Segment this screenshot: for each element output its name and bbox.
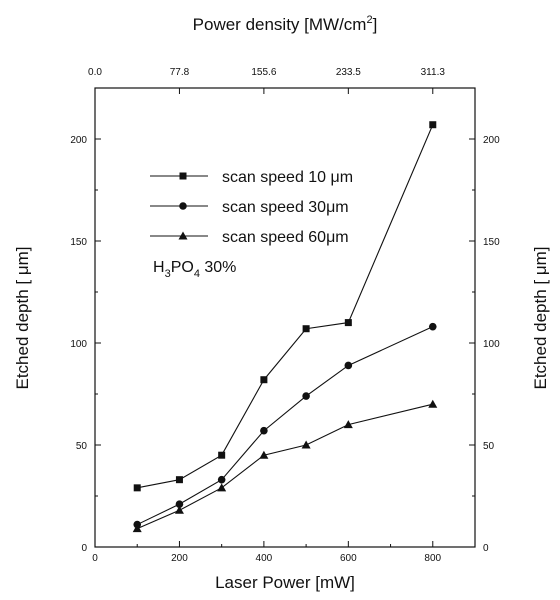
y-tick-label-left: 200	[70, 135, 87, 146]
legend-label-3: scan speed 60μm	[222, 229, 349, 246]
series-line-2	[136, 326, 434, 526]
annotation-text: H3PO4 30%	[153, 259, 236, 280]
annotation-part: 30%	[200, 259, 236, 276]
annotation-part: PO	[171, 259, 194, 276]
data-point-series-3	[301, 440, 311, 449]
legend-marker-1	[179, 172, 187, 180]
data-point-series-2	[302, 392, 310, 400]
data-point-series-2	[260, 426, 268, 435]
x-axis-title: Laser Power [mW]	[215, 573, 355, 592]
y-tick-label-right: 150	[483, 237, 500, 248]
y-tick-label-left: 0	[81, 543, 87, 554]
text-layer: H3PO4 30% Power density [MW/cm2] Laser Pow…	[13, 14, 550, 592]
top-tick-label: 155.6	[251, 67, 276, 78]
data-point-series-3	[217, 483, 227, 492]
data-point-series-1	[344, 319, 352, 327]
y-tick-label-right: 0	[483, 543, 489, 554]
data-point-series-2	[344, 361, 353, 370]
y-tick-label-left: 150	[70, 237, 87, 248]
x-tick-label: 400	[256, 553, 273, 564]
annotation-part: H	[153, 259, 165, 276]
data-point-series-3	[174, 505, 184, 514]
data-point-series-1	[302, 325, 310, 333]
data-point-series-2	[428, 322, 437, 331]
top-axis-title-text: Power density [MW/cm	[193, 15, 367, 34]
top-axis-title-tail: ]	[373, 15, 378, 34]
legend: scan speed 10 μm scan speed 30μm scan spee…	[150, 169, 353, 246]
legend-marker-2	[179, 202, 187, 210]
data-point-series-1	[175, 476, 183, 484]
x-tick-label: 200	[171, 553, 188, 564]
legend-label-2: scan speed 30μm	[222, 199, 349, 216]
data-point-series-3	[343, 420, 353, 429]
data-point-series-1	[429, 121, 437, 129]
x-tick-label: 600	[340, 553, 357, 564]
y-tick-label-right: 50	[483, 441, 495, 452]
y-tick-label-right: 200	[483, 135, 500, 146]
x-tick-label: 0	[92, 553, 98, 564]
data-point-series-2	[217, 475, 226, 484]
series-layer	[132, 121, 438, 533]
data-point-series-2	[175, 500, 184, 508]
data-point-series-1	[260, 376, 268, 384]
data-point-series-3	[132, 524, 142, 533]
top-tick-label: 233.5	[336, 67, 361, 78]
legend-label-1: scan speed 10 μm	[222, 169, 353, 186]
data-point-series-3	[428, 399, 438, 408]
top-tick-label: 311.3	[421, 67, 446, 78]
annotation-subscript: 3	[165, 268, 171, 280]
top-axis-title-sup: 2	[366, 14, 372, 26]
top-axis-title: Power density [MW/cm2]	[193, 14, 378, 34]
y-tick-label-right: 100	[483, 339, 500, 350]
data-point-series-3	[259, 450, 269, 459]
y-tick-label-left: 100	[70, 339, 87, 350]
data-point-series-1	[218, 451, 226, 459]
y-axis-title-right: Etched depth [ μm]	[531, 246, 550, 389]
legend-marker-3	[178, 231, 188, 240]
x-tick-label: 800	[424, 553, 441, 564]
y-tick-label-left: 50	[76, 441, 88, 452]
data-point-series-1	[133, 484, 141, 492]
top-tick-label: 77.8	[170, 67, 190, 78]
plot-frame	[94, 87, 476, 548]
top-tick-label: 0.0	[88, 67, 102, 78]
annotation-subscript: 4	[194, 268, 200, 280]
y-axis-title-left: Etched depth [ μm]	[13, 246, 32, 389]
